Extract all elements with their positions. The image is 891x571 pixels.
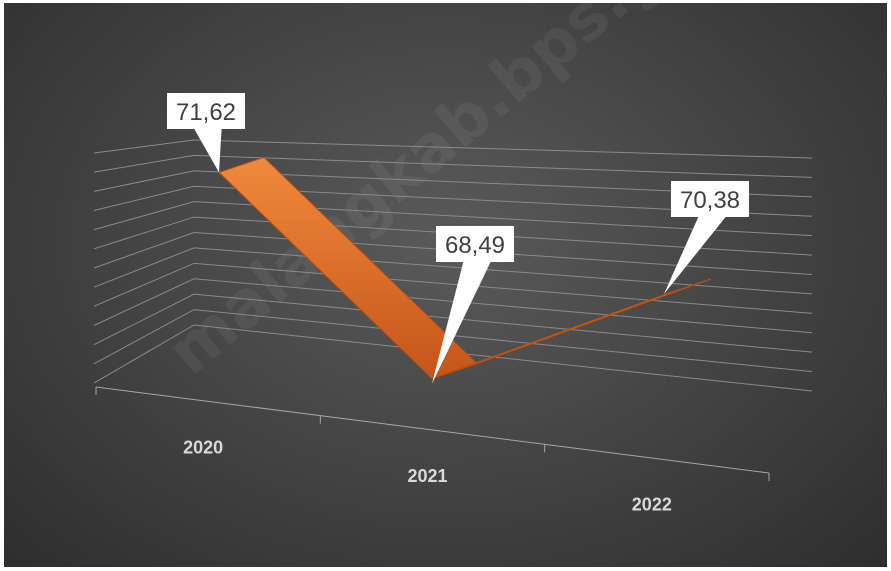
gridline <box>93 324 813 392</box>
callout-box <box>436 226 514 262</box>
gridline <box>93 185 813 217</box>
series-ribbon <box>218 156 712 380</box>
data-labels: 71,62 68,49 70,38 <box>167 93 749 384</box>
gridline <box>93 278 813 334</box>
callout-box <box>167 93 245 129</box>
x-tick-label: 2022 <box>632 495 672 515</box>
data-label-text: 70,38 <box>680 187 740 214</box>
gridline <box>93 247 813 295</box>
gridline <box>93 262 813 314</box>
ribbon-segment <box>431 278 712 380</box>
x-axis-line <box>95 386 770 474</box>
gridline <box>93 201 813 237</box>
gridline <box>93 170 813 198</box>
callout-pointer <box>664 217 726 294</box>
line-chart: 2020 2021 2022 71,62 68,49 70,38 <box>93 93 813 515</box>
gridline <box>93 309 813 373</box>
data-label-text: 68,49 <box>445 232 505 259</box>
callout-pointer <box>432 262 491 384</box>
gridline <box>93 231 813 275</box>
x-tick-label: 2020 <box>183 437 223 457</box>
data-label: 68,49 <box>432 226 514 384</box>
callout-box <box>671 181 749 217</box>
data-label: 71,62 <box>167 93 245 173</box>
gridlines <box>93 139 813 392</box>
gridline <box>93 139 813 159</box>
gridline <box>93 293 813 353</box>
gridline <box>93 216 813 256</box>
x-axis: 2020 2021 2022 <box>95 386 770 515</box>
data-label-text: 71,62 <box>176 99 236 126</box>
callout-pointer <box>194 129 222 173</box>
x-tick-label: 2021 <box>407 466 447 486</box>
gridline <box>93 154 813 178</box>
chart-area: malangkab.bps.go.id 2020 2021 2022 71,62 68… <box>4 3 887 567</box>
data-label: 70,38 <box>664 181 749 294</box>
